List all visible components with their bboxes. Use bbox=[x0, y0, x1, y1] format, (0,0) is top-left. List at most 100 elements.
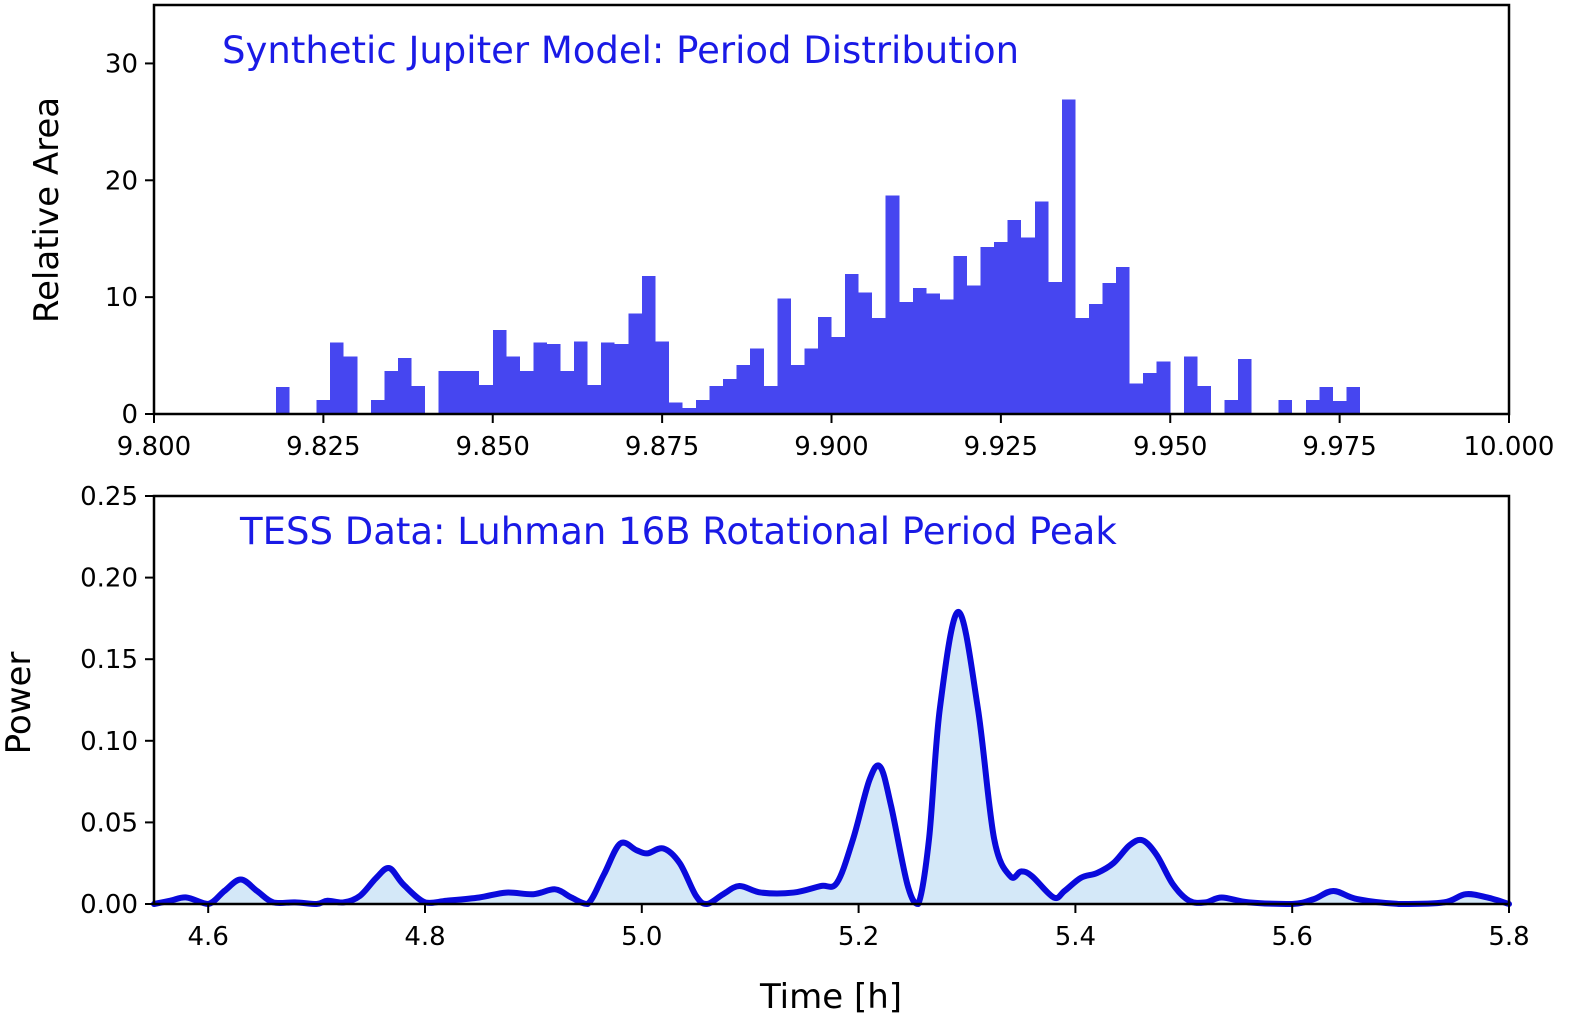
histogram-bar bbox=[872, 318, 886, 414]
histogram-bar bbox=[479, 384, 493, 414]
power-y-axis-label: Power bbox=[0, 652, 39, 755]
histogram-bar bbox=[641, 276, 656, 414]
histogram-bar bbox=[1034, 201, 1049, 414]
histogram-y-tick-label: 10 bbox=[105, 283, 138, 313]
power-x-tick-label: 4.6 bbox=[188, 922, 229, 952]
power-x-axis-label: Time [h] bbox=[759, 977, 902, 1017]
histogram-title: Synthetic Jupiter Model: Period Distribu… bbox=[222, 29, 1019, 72]
power-x-tick-label: 5.6 bbox=[1272, 922, 1313, 952]
histogram-bar bbox=[980, 246, 995, 414]
power-y-tick-label: 0.15 bbox=[80, 645, 138, 675]
histogram-bar bbox=[763, 385, 778, 414]
histogram-bar bbox=[411, 385, 425, 414]
histogram-bar bbox=[1156, 361, 1171, 414]
histogram-bar bbox=[438, 370, 453, 414]
histogram-bar bbox=[1224, 399, 1238, 414]
histogram-bar bbox=[1129, 383, 1144, 414]
histogram-bar bbox=[831, 336, 846, 414]
histogram-bar bbox=[1143, 373, 1157, 414]
histogram-bar bbox=[696, 399, 710, 414]
histogram-bar bbox=[506, 356, 520, 414]
histogram-y-tick-label: 20 bbox=[105, 166, 138, 196]
histogram-bar bbox=[1319, 387, 1333, 414]
histogram-y-tick-label: 30 bbox=[105, 49, 138, 79]
histogram-bar bbox=[885, 195, 900, 414]
histogram-bar bbox=[1197, 385, 1211, 414]
histogram-bar bbox=[1346, 387, 1360, 414]
histogram-bar bbox=[790, 364, 805, 414]
power-y-tick-label: 0.00 bbox=[80, 890, 138, 920]
histogram-bar bbox=[939, 299, 954, 414]
histogram-bar bbox=[452, 370, 466, 414]
histogram-bar bbox=[1088, 304, 1103, 414]
histogram-bar bbox=[1102, 283, 1117, 414]
histogram-bar bbox=[804, 348, 818, 414]
power-x-tick-label: 5.0 bbox=[621, 922, 662, 952]
power-y-tick-label: 0.25 bbox=[80, 482, 138, 512]
histogram-bar bbox=[1061, 99, 1076, 414]
histogram-bar bbox=[817, 317, 832, 414]
histogram-x-tick-label: 9.900 bbox=[794, 432, 868, 462]
histogram-panel: 9.800 9.825 9.850 9.875 9.900 9.925 9.950 9.975… bbox=[27, 3, 1555, 462]
histogram-bar bbox=[682, 408, 696, 414]
histogram-bar bbox=[519, 370, 534, 414]
histogram-bar bbox=[614, 343, 629, 414]
power-y-tick-label: 0.20 bbox=[80, 564, 138, 594]
power-y-ticks: 0.00 0.05 0.10 0.15 0.20 0.25 bbox=[80, 482, 154, 920]
histogram-x-tick-label: 10.000 bbox=[1464, 432, 1555, 462]
histogram-x-tick-label: 9.850 bbox=[456, 432, 530, 462]
histogram-x-ticks: 9.800 9.825 9.850 9.875 9.900 9.925 9.950 9.975… bbox=[117, 414, 1555, 462]
histogram-bar bbox=[384, 370, 398, 414]
histogram-bar bbox=[709, 385, 724, 414]
histogram-bar bbox=[275, 387, 290, 414]
histogram-bar bbox=[587, 384, 602, 414]
power-title: TESS Data: Luhman 16B Rotational Period … bbox=[239, 510, 1117, 553]
histogram-bar bbox=[967, 285, 981, 414]
histogram-bar bbox=[750, 348, 764, 414]
histogram-bars bbox=[275, 99, 1360, 414]
histogram-bar bbox=[1116, 266, 1130, 414]
histogram-bar bbox=[1238, 359, 1252, 414]
histogram-x-tick-label: 9.800 bbox=[117, 432, 191, 462]
histogram-y-axis-label: Relative Area bbox=[27, 97, 67, 323]
histogram-bar bbox=[736, 364, 751, 414]
power-panel: 4.6 4.8 5.0 5.2 5.4 5.6 5.8 0.000.050.100.150.… bbox=[0, 482, 1530, 1017]
histogram-bar bbox=[546, 343, 561, 414]
histogram-bar bbox=[1183, 356, 1198, 414]
power-x-tick-label: 5.4 bbox=[1055, 922, 1096, 952]
power-y-tick-label: 0.10 bbox=[80, 727, 138, 757]
histogram-bar bbox=[397, 357, 412, 414]
histogram-bar bbox=[465, 370, 480, 414]
power-axes-frame bbox=[152, 494, 1511, 906]
histogram-y-tick-label: 0 bbox=[121, 400, 138, 430]
histogram-bar bbox=[1278, 399, 1293, 414]
histogram-bar bbox=[343, 356, 358, 414]
histogram-bar bbox=[926, 293, 940, 414]
histogram-bar bbox=[330, 342, 344, 414]
histogram-x-tick-label: 9.975 bbox=[1302, 432, 1376, 462]
histogram-bar bbox=[777, 298, 791, 414]
histogram-bar bbox=[723, 378, 737, 414]
histogram-bar bbox=[899, 301, 913, 414]
histogram-x-tick-label: 9.950 bbox=[1133, 432, 1207, 462]
histogram-bar bbox=[845, 273, 859, 414]
histogram-bar bbox=[370, 399, 385, 414]
histogram-x-tick-label: 9.875 bbox=[625, 432, 699, 462]
histogram-y-ticks: 0 10 20 30 bbox=[105, 49, 154, 430]
histogram-bar bbox=[1007, 220, 1022, 414]
histogram-bar bbox=[994, 242, 1008, 414]
histogram-bar bbox=[1021, 237, 1035, 414]
histogram-bar bbox=[560, 370, 575, 414]
histogram-bar bbox=[628, 313, 642, 414]
histogram-bar bbox=[953, 256, 967, 414]
histogram-bar bbox=[533, 342, 547, 414]
histogram-bar bbox=[574, 341, 588, 414]
power-x-ticks: 4.6 4.8 5.0 5.2 5.4 5.6 5.8 bbox=[188, 904, 1530, 952]
histogram-bar bbox=[858, 292, 873, 414]
histogram-bar bbox=[655, 341, 669, 414]
power-x-tick-label: 4.8 bbox=[404, 922, 445, 952]
histogram-bar bbox=[1332, 401, 1347, 414]
histogram-bar bbox=[1048, 281, 1062, 414]
